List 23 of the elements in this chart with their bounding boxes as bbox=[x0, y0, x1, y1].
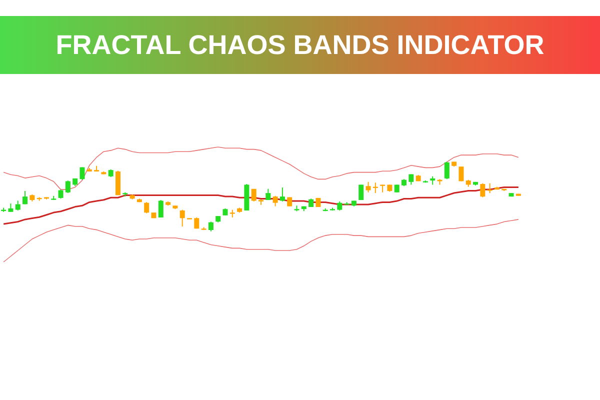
candlestick bbox=[408, 174, 414, 186]
candlestick bbox=[58, 189, 64, 200]
candlestick bbox=[480, 182, 486, 198]
chart-title: FRACTAL CHAOS BANDS INDICATOR bbox=[0, 16, 600, 74]
candlestick bbox=[144, 202, 150, 214]
candlestick bbox=[208, 221, 214, 232]
candlestick bbox=[458, 166, 464, 182]
candlestick bbox=[158, 200, 164, 218]
candlestick bbox=[487, 182, 492, 194]
candlestick bbox=[15, 200, 20, 211]
candlestick bbox=[22, 190, 28, 205]
candlestick bbox=[287, 196, 292, 207]
candlestick bbox=[180, 209, 185, 228]
candlestick bbox=[366, 181, 371, 193]
candlestick bbox=[272, 195, 278, 207]
candlestick bbox=[358, 184, 364, 201]
candlestick bbox=[80, 166, 85, 180]
candlestick bbox=[337, 200, 342, 211]
candlestick bbox=[444, 161, 450, 180]
candlestick bbox=[280, 186, 285, 202]
candlestick bbox=[251, 188, 256, 202]
candlestick bbox=[115, 170, 120, 196]
candlestick bbox=[65, 180, 70, 194]
